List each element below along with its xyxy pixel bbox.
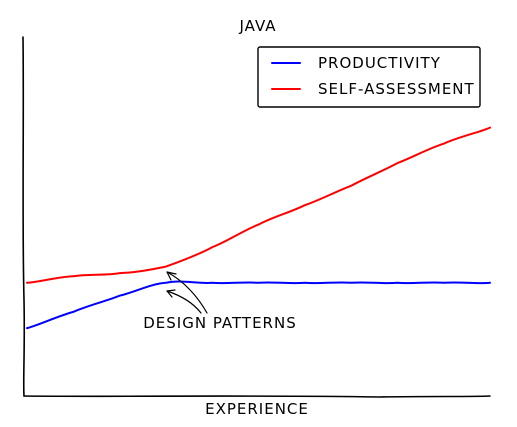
annotation-arrow-lower	[166, 290, 202, 314]
legend-label-self-assessment: SELF-ASSESSMENT	[318, 80, 475, 98]
chart-title: JAVA	[238, 17, 276, 35]
legend: PRODUCTIVITY SELF-ASSESSMENT	[257, 46, 481, 108]
x-axis	[23, 395, 491, 398]
y-axis	[22, 36, 26, 397]
legend-box	[257, 46, 481, 108]
annotation-label: DESIGN PATTERNS	[143, 314, 296, 332]
legend-label-productivity: PRODUCTIVITY	[318, 54, 441, 72]
annotation-arrowhead-lower	[166, 289, 176, 298]
x-axis-label: EXPERIENCE	[205, 400, 309, 418]
annotation-arrow-upper	[166, 271, 208, 314]
series-line-productivity	[26, 280, 491, 330]
annotation: DESIGN PATTERNS	[143, 271, 296, 332]
series-line-self-assessment	[26, 126, 491, 284]
annotation-arrowhead-upper	[166, 271, 177, 281]
series-layer	[26, 126, 491, 330]
